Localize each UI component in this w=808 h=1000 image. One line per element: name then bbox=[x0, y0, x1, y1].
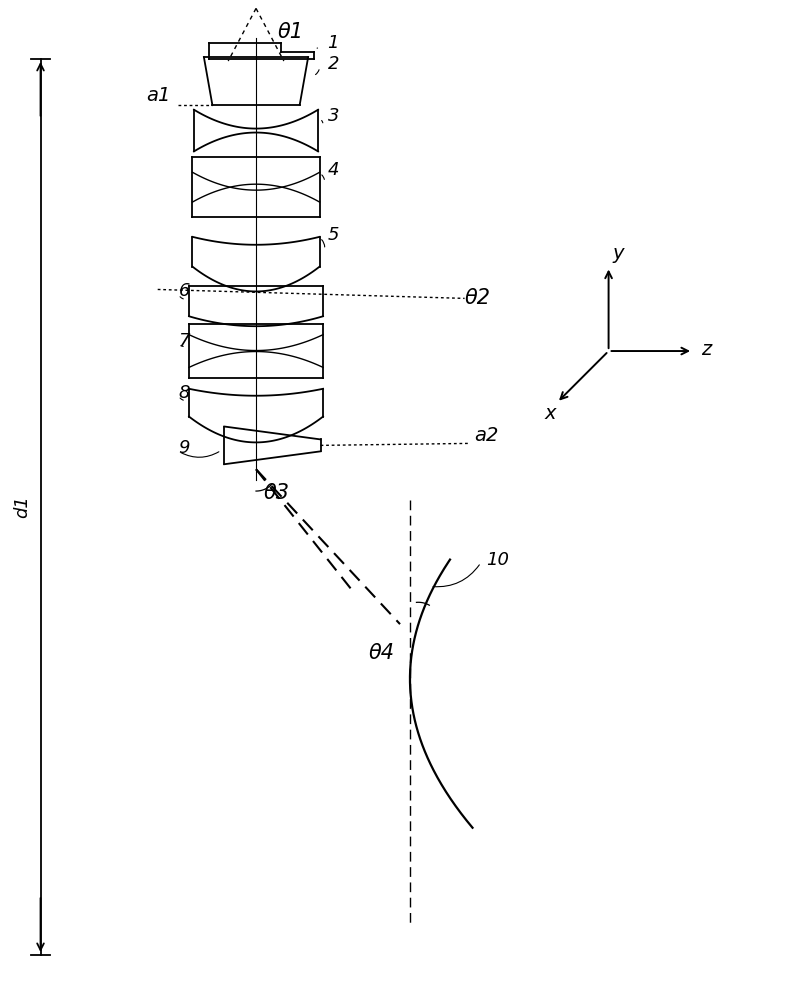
Text: a1: a1 bbox=[146, 86, 170, 105]
Text: y: y bbox=[612, 244, 624, 263]
Text: 1: 1 bbox=[327, 34, 339, 52]
Text: a2: a2 bbox=[474, 426, 499, 445]
Text: θ4: θ4 bbox=[368, 643, 395, 663]
Text: θ1: θ1 bbox=[278, 22, 304, 42]
Text: θ2: θ2 bbox=[465, 288, 490, 308]
Text: 4: 4 bbox=[327, 161, 339, 179]
Text: 6: 6 bbox=[179, 282, 190, 300]
Text: θ3: θ3 bbox=[264, 483, 290, 503]
Text: z: z bbox=[701, 340, 711, 359]
Text: d1: d1 bbox=[13, 496, 31, 518]
Text: 3: 3 bbox=[327, 107, 339, 125]
Text: x: x bbox=[544, 404, 556, 423]
Text: 2: 2 bbox=[327, 55, 339, 73]
Text: 7: 7 bbox=[179, 332, 190, 350]
Text: 5: 5 bbox=[327, 226, 339, 244]
Text: 9: 9 bbox=[179, 439, 190, 457]
Text: 10: 10 bbox=[486, 551, 509, 569]
Text: 8: 8 bbox=[179, 384, 190, 402]
